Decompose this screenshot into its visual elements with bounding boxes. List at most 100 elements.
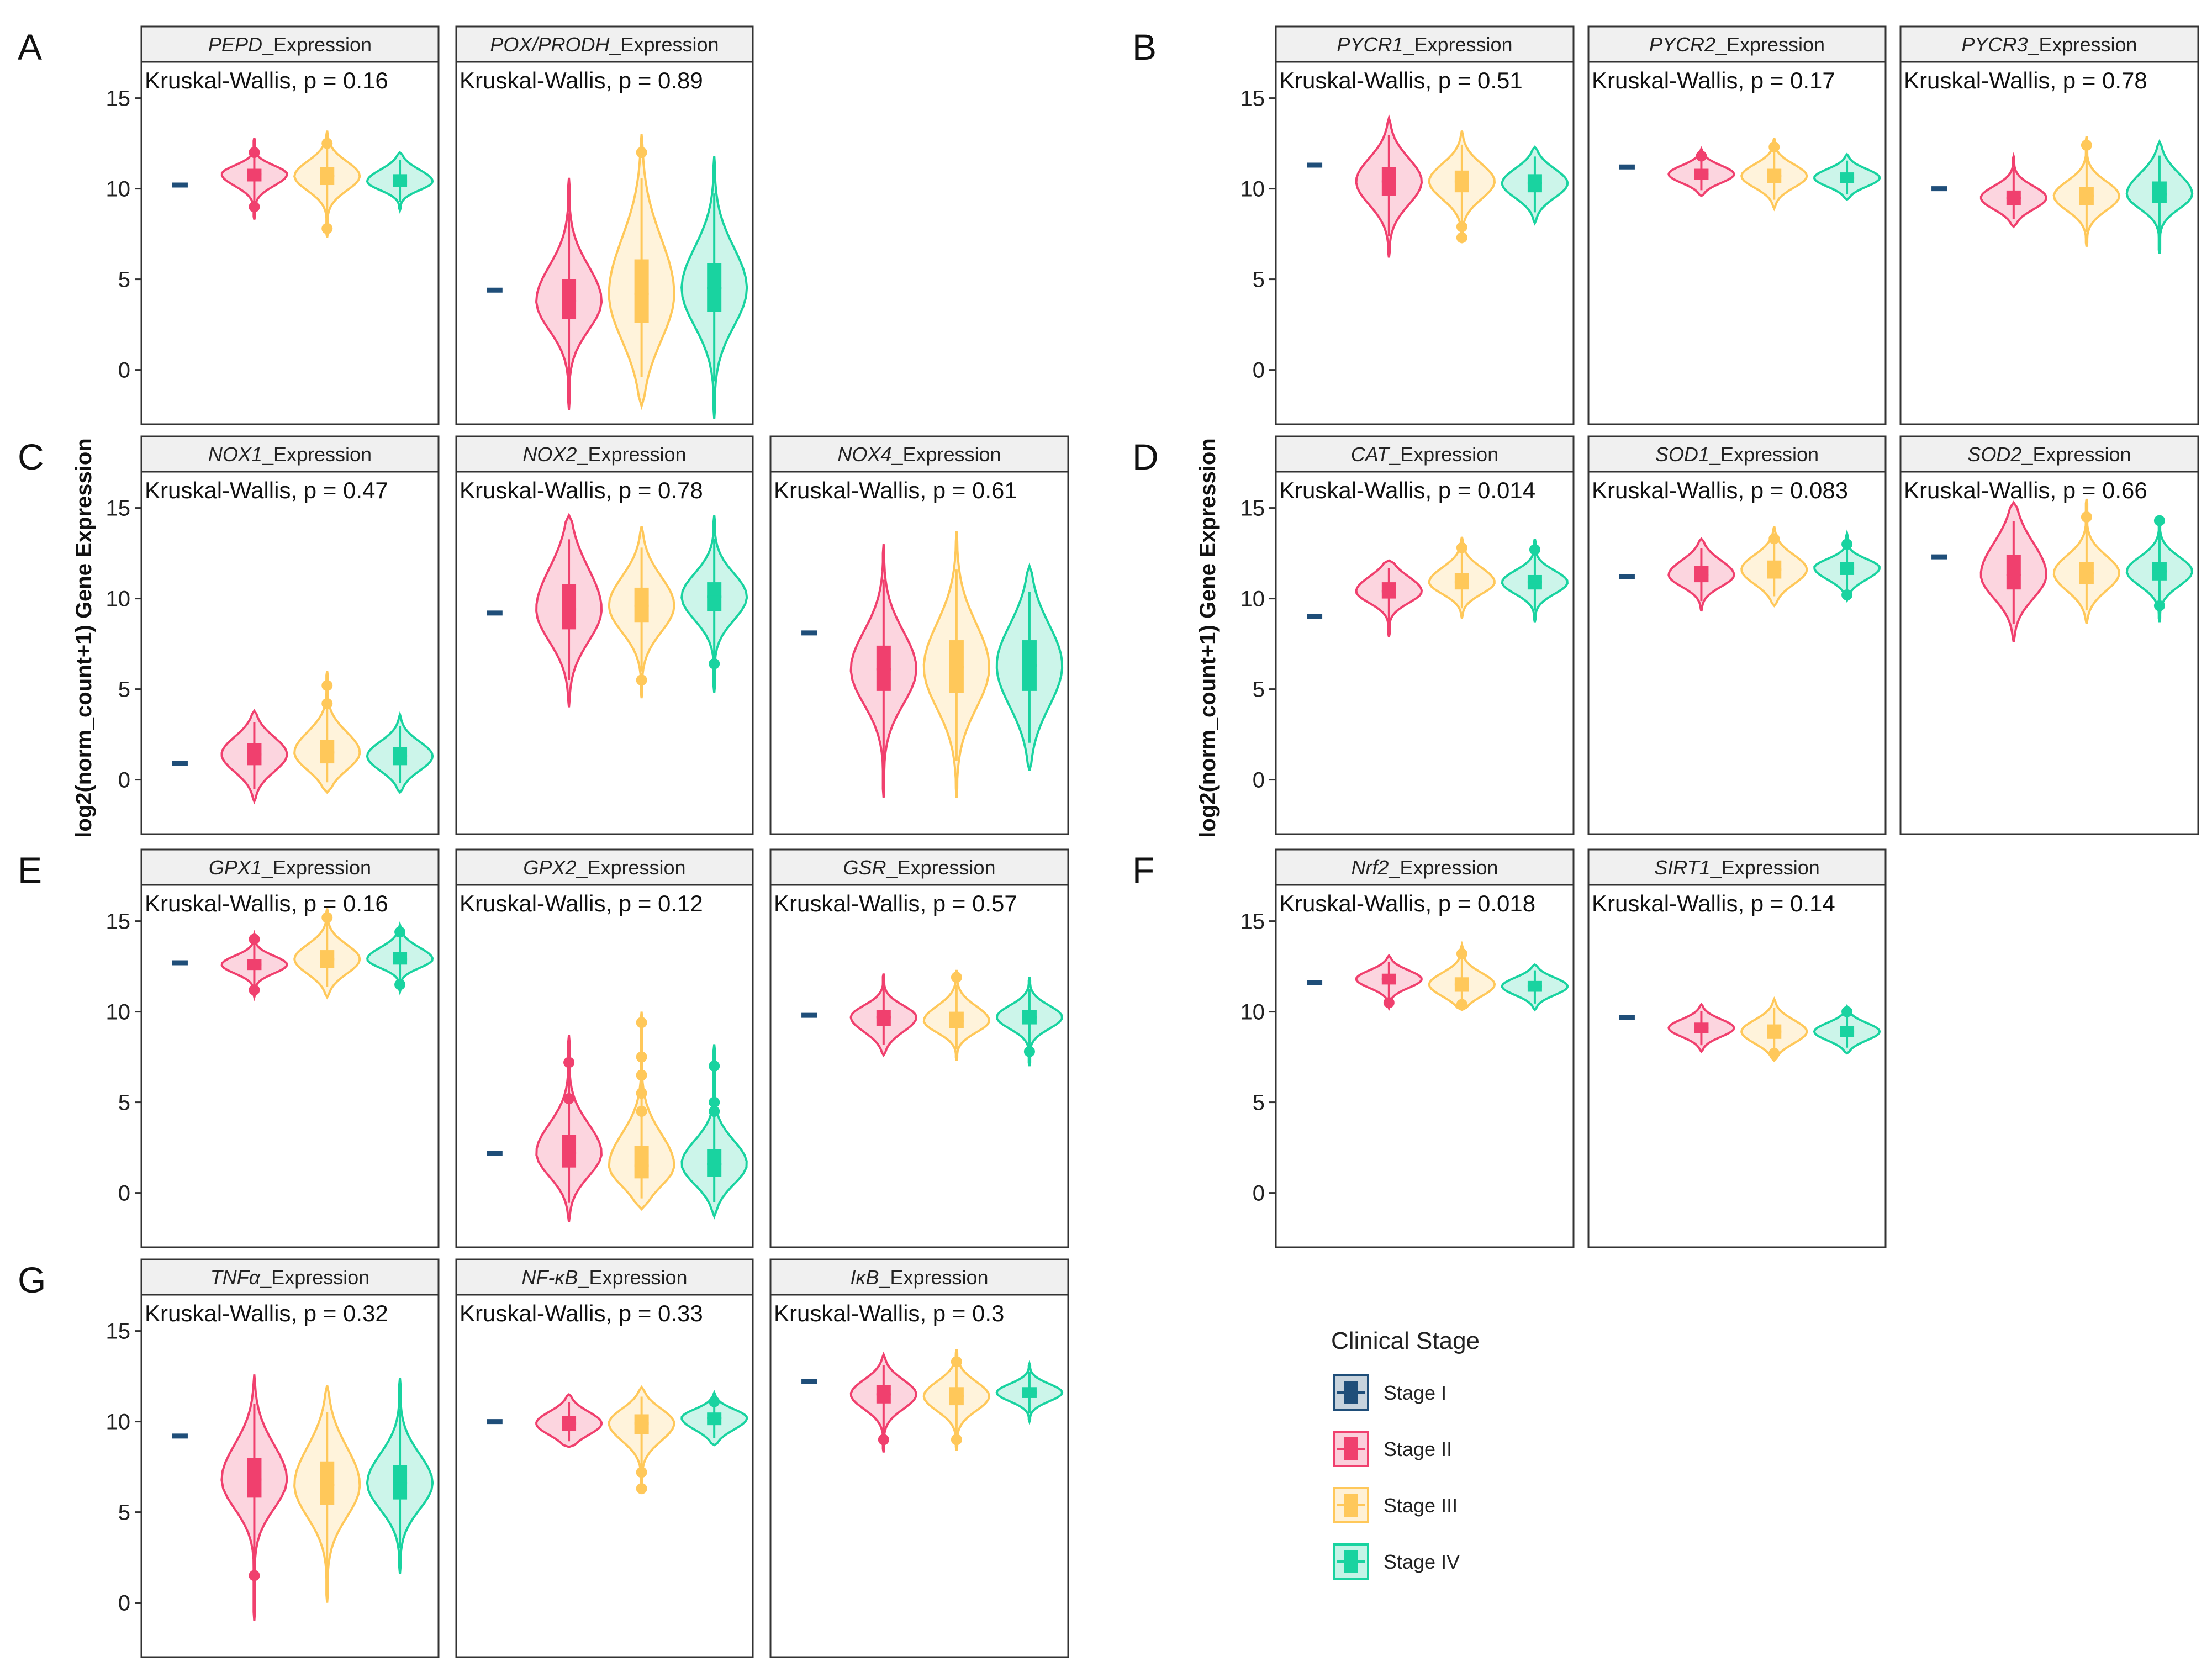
facet-TNF: TNFα_Expression Kruskal-Wallis, p = 0.32 bbox=[140, 1258, 440, 1658]
strip-suffix: _Expression bbox=[878, 1266, 988, 1289]
facet-frame bbox=[140, 1294, 440, 1658]
strip-suffix: _Expression bbox=[260, 1266, 369, 1289]
outlier-point bbox=[394, 979, 406, 990]
strip-suffix: _Expression bbox=[262, 443, 372, 466]
facet-strip-label: CAT_Expression bbox=[1351, 443, 1498, 466]
box bbox=[320, 1461, 335, 1505]
facet-strip-label: IκB_Expression bbox=[850, 1266, 988, 1289]
panel-label-G: G bbox=[18, 1259, 46, 1300]
outlier-point bbox=[878, 1434, 889, 1446]
facet-frame bbox=[1275, 61, 1575, 425]
y-tick-label: 5 bbox=[118, 1091, 130, 1115]
box bbox=[634, 259, 649, 323]
facet-frame bbox=[455, 884, 754, 1248]
gene-name: PYCR1 bbox=[1337, 33, 1403, 56]
outlier-point bbox=[2081, 511, 2092, 523]
gene-name: GSR bbox=[843, 856, 886, 879]
legend-item-stage-iv: Stage IV bbox=[1333, 1543, 1460, 1580]
facet-strip-label: POX/PRODH_Expression bbox=[490, 33, 719, 56]
facet-strip bbox=[1587, 435, 1887, 473]
facet-strip bbox=[1587, 25, 1887, 63]
facet-strip-label: NOX1_Expression bbox=[208, 443, 372, 466]
y-axis-title-left: log2(norm_count+1) Gene Expression bbox=[72, 438, 96, 838]
facet-GSR: GSR_Expression Kruskal-Wallis, p = 0.57 bbox=[769, 848, 1069, 1248]
outlier-point bbox=[563, 1093, 575, 1105]
y-tick-label: 15 bbox=[106, 497, 131, 521]
facet-strip-label: PYCR1_Expression bbox=[1337, 33, 1512, 56]
facet-strip-label: GSR_Expression bbox=[843, 856, 995, 879]
facet-frame bbox=[1899, 471, 2199, 835]
outlier-point bbox=[563, 1057, 575, 1068]
outlier-point bbox=[636, 1017, 647, 1028]
facet-frame bbox=[1587, 471, 1887, 835]
y-tick-label: 5 bbox=[118, 268, 130, 292]
outlier-point bbox=[636, 1088, 647, 1099]
facet-strip-label: NOX4_Expression bbox=[837, 443, 1001, 466]
outlier-point bbox=[709, 658, 720, 669]
strip-suffix: _Expression bbox=[1402, 33, 1512, 56]
facet-NOX2: NOX2_Expression Kruskal-Wallis, p = 0.78 bbox=[455, 435, 754, 835]
box bbox=[562, 584, 577, 630]
kruskal-wallis-label: Kruskal-Wallis, p = 0.083 bbox=[1592, 477, 1848, 503]
y-axis-title-right: log2(norm_count+1) Gene Expression bbox=[1196, 438, 1220, 838]
y-tick-label: 10 bbox=[106, 1410, 131, 1434]
box bbox=[562, 1135, 577, 1168]
outlier-point bbox=[1696, 150, 1707, 162]
facet-strip-label: PYCR3_Expression bbox=[1961, 33, 2137, 56]
facet-frame bbox=[455, 1294, 754, 1658]
kruskal-wallis-label: Kruskal-Wallis, p = 0.33 bbox=[460, 1300, 703, 1326]
outlier-point bbox=[394, 926, 406, 938]
legend-label: Stage II bbox=[1384, 1438, 1452, 1460]
outlier-point bbox=[1383, 997, 1395, 1009]
legend-title: Clinical Stage bbox=[1331, 1327, 1480, 1354]
gene-name: IκB bbox=[850, 1266, 879, 1289]
facet-strip-label: SIRT1_Expression bbox=[1654, 856, 1819, 879]
y-tick-label: 0 bbox=[1253, 768, 1265, 793]
panel-label-D: D bbox=[1132, 436, 1159, 477]
y-tick-label: 10 bbox=[1240, 1000, 1265, 1025]
facet-NOX4: NOX4_Expression Kruskal-Wallis, p = 0.61 bbox=[769, 435, 1069, 835]
facet-PYCR1: PYCR1_Expression Kruskal-Wallis, p = 0.51 bbox=[1275, 25, 1575, 425]
kruskal-wallis-label: Kruskal-Wallis, p = 0.78 bbox=[460, 477, 703, 503]
gene-name: TNFα bbox=[210, 1266, 261, 1289]
outlier-point bbox=[249, 984, 260, 996]
gene-name: NF-κB bbox=[521, 1266, 578, 1289]
facet-strip bbox=[455, 25, 754, 63]
gene-name: PEPD bbox=[208, 33, 262, 56]
facet-frame bbox=[140, 884, 440, 1248]
facet-strip bbox=[1275, 25, 1575, 63]
panel-label-C: C bbox=[18, 436, 44, 477]
kruskal-wallis-label: Kruskal-Wallis, p = 0.018 bbox=[1279, 890, 1535, 916]
outlier-point bbox=[636, 1467, 647, 1478]
outlier-point bbox=[1841, 589, 1853, 601]
outlier-point bbox=[636, 674, 647, 686]
facet-frame bbox=[455, 471, 754, 835]
y-tick-label: 10 bbox=[106, 1000, 131, 1025]
outlier-point bbox=[1456, 948, 1467, 959]
y-tick-label: 15 bbox=[1240, 910, 1265, 934]
y-tick-label: 5 bbox=[1253, 678, 1265, 702]
kruskal-wallis-label: Kruskal-Wallis, p = 0.47 bbox=[145, 477, 388, 503]
strip-suffix: _Expression bbox=[1715, 33, 1825, 56]
facet-frame bbox=[140, 61, 440, 425]
kruskal-wallis-label: Kruskal-Wallis, p = 0.51 bbox=[1279, 67, 1523, 93]
outlier-point bbox=[951, 1434, 962, 1446]
facet-PEPD: PEPD_Expression Kruskal-Wallis, p = 0.16 bbox=[140, 25, 440, 425]
strip-suffix: _Expression bbox=[576, 856, 685, 879]
panel-label-F: F bbox=[1132, 850, 1154, 890]
legend-label: Stage I bbox=[1384, 1381, 1446, 1404]
kruskal-wallis-label: Kruskal-Wallis, p = 0.12 bbox=[460, 890, 703, 916]
facet-strip bbox=[1587, 848, 1887, 886]
outlier-point bbox=[321, 912, 333, 924]
box bbox=[2006, 555, 2021, 590]
strip-suffix: _Expression bbox=[2021, 443, 2131, 466]
gene-name: PYCR2 bbox=[1649, 33, 1715, 56]
facet-strip-label: GPX2_Expression bbox=[523, 856, 685, 879]
strip-suffix: _Expression bbox=[2027, 33, 2137, 56]
y-tick-label: 5 bbox=[118, 678, 130, 702]
